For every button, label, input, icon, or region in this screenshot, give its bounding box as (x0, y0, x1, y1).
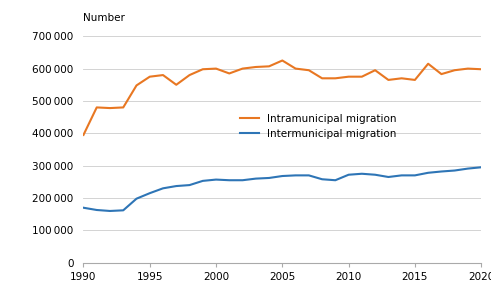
Intermunicipal migration (359, 172, 365, 175)
Intramunicipal migration (134, 84, 139, 87)
Intramunicipal migration (399, 76, 405, 80)
Intramunicipal migration (107, 106, 113, 110)
Intramunicipal migration (452, 69, 458, 72)
Intermunicipal migration (266, 176, 272, 180)
Intramunicipal migration (293, 67, 299, 70)
Intermunicipal migration (372, 173, 378, 177)
Intramunicipal migration (279, 59, 285, 62)
Intramunicipal migration (240, 67, 246, 70)
Intermunicipal migration (306, 174, 312, 177)
Intermunicipal migration (478, 165, 484, 169)
Intermunicipal migration (240, 178, 246, 182)
Intermunicipal migration (465, 167, 471, 170)
Intermunicipal migration (279, 174, 285, 178)
Intramunicipal migration (425, 62, 431, 66)
Intermunicipal migration (200, 179, 206, 183)
Intermunicipal migration (187, 183, 192, 187)
Intermunicipal migration (120, 208, 126, 212)
Intramunicipal migration (266, 65, 272, 68)
Intramunicipal migration (173, 83, 179, 87)
Intramunicipal migration (412, 78, 418, 82)
Intramunicipal migration (385, 78, 391, 82)
Intramunicipal migration (81, 133, 86, 137)
Intermunicipal migration (438, 170, 444, 173)
Intramunicipal migration (147, 75, 153, 79)
Intermunicipal migration (412, 174, 418, 177)
Text: Number: Number (83, 13, 125, 23)
Intramunicipal migration (319, 76, 325, 80)
Intramunicipal migration (306, 69, 312, 72)
Intermunicipal migration (293, 174, 299, 177)
Intermunicipal migration (173, 184, 179, 188)
Intramunicipal migration (160, 73, 166, 77)
Intramunicipal migration (438, 72, 444, 76)
Intermunicipal migration (346, 173, 352, 177)
Intermunicipal migration (107, 209, 113, 213)
Intramunicipal migration (120, 106, 126, 109)
Legend: Intramunicipal migration, Intermunicipal migration: Intramunicipal migration, Intermunicipal… (240, 114, 396, 139)
Intramunicipal migration (372, 69, 378, 72)
Intramunicipal migration (346, 75, 352, 79)
Intramunicipal migration (200, 67, 206, 71)
Intermunicipal migration (319, 178, 325, 181)
Intramunicipal migration (465, 67, 471, 70)
Line: Intramunicipal migration: Intramunicipal migration (83, 60, 481, 135)
Intermunicipal migration (226, 178, 232, 182)
Intermunicipal migration (399, 174, 405, 177)
Intermunicipal migration (94, 208, 100, 212)
Intramunicipal migration (253, 65, 259, 69)
Intramunicipal migration (213, 67, 219, 70)
Intermunicipal migration (385, 175, 391, 179)
Intermunicipal migration (160, 187, 166, 190)
Intramunicipal migration (359, 75, 365, 79)
Intramunicipal migration (226, 72, 232, 75)
Intermunicipal migration (425, 171, 431, 175)
Intramunicipal migration (187, 73, 192, 77)
Intermunicipal migration (452, 169, 458, 172)
Line: Intermunicipal migration: Intermunicipal migration (83, 167, 481, 211)
Intermunicipal migration (81, 206, 86, 210)
Intermunicipal migration (253, 177, 259, 180)
Intermunicipal migration (147, 191, 153, 195)
Intermunicipal migration (213, 178, 219, 182)
Intermunicipal migration (332, 178, 338, 182)
Intramunicipal migration (478, 67, 484, 71)
Intramunicipal migration (94, 106, 100, 109)
Intramunicipal migration (332, 76, 338, 80)
Intermunicipal migration (134, 197, 139, 201)
